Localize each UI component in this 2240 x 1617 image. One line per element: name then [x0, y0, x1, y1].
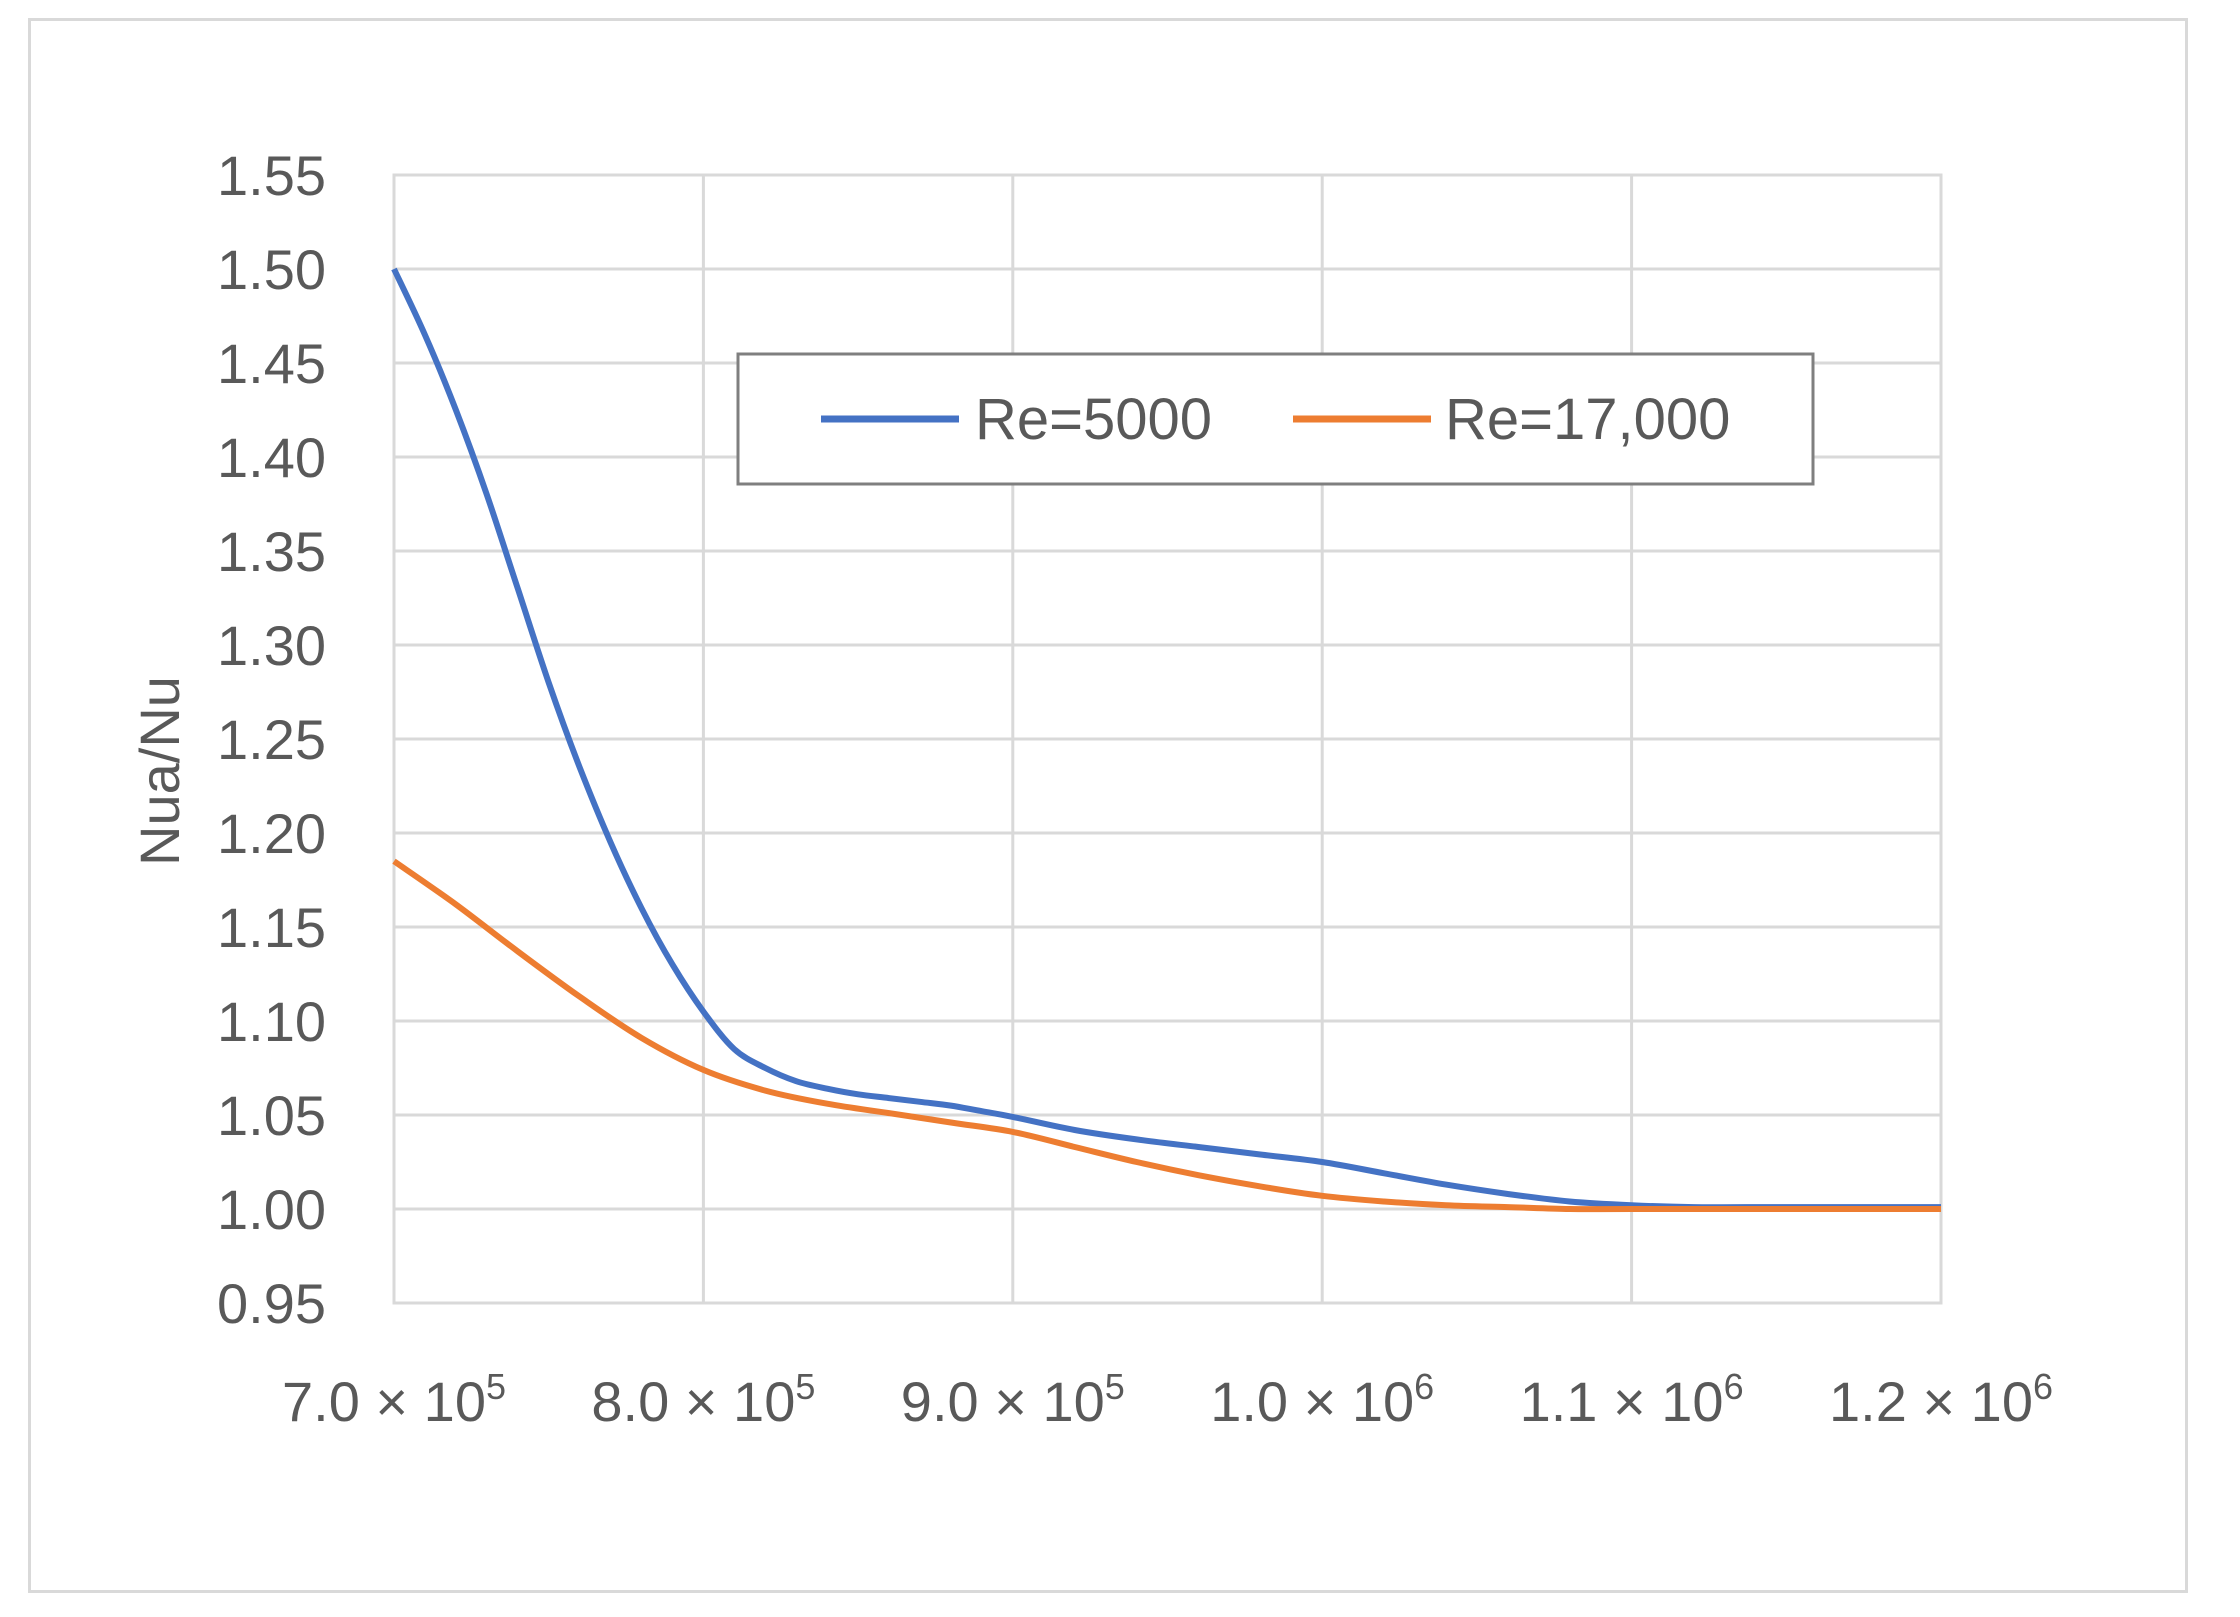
y-tick-label: 0.95: [217, 1272, 326, 1335]
y-tick-label: 1.35: [217, 520, 326, 583]
y-tick-label: 1.45: [217, 332, 326, 395]
y-tick-label: 1.20: [217, 802, 326, 865]
plot-area-border: [392, 173, 1943, 1305]
x-tick-labels: 7.0 × 105 8.0 × 105 9.0 × 105 1.0 × 106 1.1 …: [282, 1366, 2053, 1433]
y-tick-label: 1.30: [217, 614, 326, 677]
legend-label-re17000: Re=17,000: [1445, 387, 1730, 452]
y-tick-labels: 0.95 1.00 1.05 1.10 1.15 1.20 1.25 1.30 1.35 1.40…: [217, 144, 326, 1335]
x-tick-label: 9.0 × 105: [901, 1366, 1125, 1433]
y-tick-label: 1.15: [217, 896, 326, 959]
legend-label-re5000: Re=5000: [975, 387, 1212, 452]
x-tick-label: 7.0 × 105: [282, 1366, 506, 1433]
x-tick-label: 1.0 × 106: [1210, 1366, 1434, 1433]
y-tick-label: 1.40: [217, 426, 326, 489]
y-tick-label: 1.55: [217, 144, 326, 207]
y-tick-label: 1.50: [217, 238, 326, 301]
series-line-re5000: [391, 267, 1941, 1211]
chart-frame: 0.95 1.00 1.05 1.10 1.15 1.20 1.25 1.30 1.35 1.40…: [28, 18, 2188, 1593]
y-tick-label: 1.25: [217, 708, 326, 771]
y-tick-label: 1.00: [217, 1178, 326, 1241]
x-tick-label: 1.1 × 106: [1520, 1366, 1744, 1433]
y-axis-title: Nua/Nu: [128, 676, 191, 866]
y-tick-label: 1.05: [217, 1084, 326, 1147]
series-layer: [391, 267, 1941, 1213]
grid-layer: [392, 173, 1943, 1305]
series-line-re17000: [392, 858, 1941, 1213]
legend: Re=5000 Re=17,000: [736, 352, 1815, 486]
y-tick-label: 1.10: [217, 990, 326, 1053]
chart-svg: 0.95 1.00 1.05 1.10 1.15 1.20 1.25 1.30 1.35 1.40…: [128, 144, 2053, 1433]
x-tick-label: 1.2 × 106: [1829, 1366, 2053, 1433]
x-tick-label: 8.0 × 105: [591, 1366, 815, 1433]
